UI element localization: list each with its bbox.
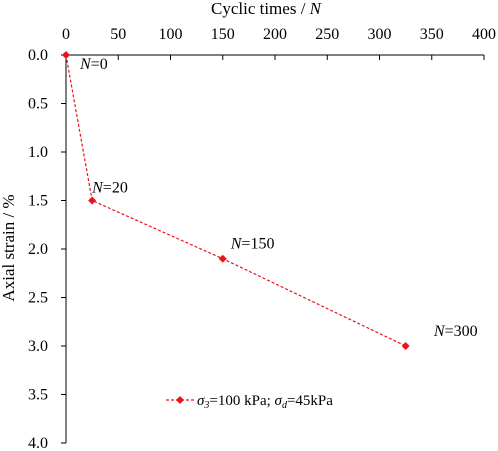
x-tick-label: 250: [315, 26, 339, 43]
legend-marker: [176, 396, 184, 404]
x-tick-label: 350: [420, 26, 444, 43]
data-point: [401, 342, 410, 350]
point-annotations: N=0 N=20 N=150 N=300: [79, 56, 478, 340]
point-label: N=300: [433, 323, 478, 340]
x-tick-label: 200: [263, 26, 287, 43]
data-point: [88, 196, 97, 205]
y-tick-label: 3.0: [28, 338, 48, 355]
legend-label: σ3=100 kPa; σd=45kPa: [197, 393, 333, 411]
point-label: N=0: [79, 56, 108, 73]
legend: σ3=100 kPa; σd=45kPa: [166, 393, 333, 411]
y-tick-label: 2.5: [28, 290, 48, 307]
y-tick-label: 1.5: [28, 193, 48, 210]
point-label: N=20: [91, 180, 128, 197]
x-tick-label: 50: [110, 26, 126, 43]
x-tick-label: 100: [159, 26, 183, 43]
y-tick-label: 3.5: [28, 387, 48, 404]
data-point: [218, 254, 227, 263]
y-tick-label: 0.0: [28, 47, 48, 64]
point-label: N=150: [230, 236, 275, 253]
y-tick-label: 0.5: [28, 96, 48, 113]
series-layer: [62, 51, 410, 350]
y-axis-ticks: 0.0 0.5 1.0 1.5 2.0 2.5 3.0 3.5 4.0: [28, 47, 66, 451]
y-tick-label: 4.0: [28, 435, 48, 451]
x-axis-title: Cyclic times / N: [211, 0, 323, 18]
y-tick-label: 1.0: [28, 144, 48, 161]
x-axis-ticks: 0 50 100 150 200 250 300 350 400: [62, 26, 496, 60]
x-tick-label: 0: [62, 26, 70, 43]
series-line: [65, 54, 406, 347]
x-tick-label: 150: [211, 26, 235, 43]
x-tick-label: 400: [472, 26, 496, 43]
x-tick-label: 300: [368, 26, 392, 43]
y-axis-title: Axial strain / %: [0, 194, 18, 301]
y-tick-label: 2.0: [28, 241, 48, 258]
data-point: [62, 51, 70, 59]
